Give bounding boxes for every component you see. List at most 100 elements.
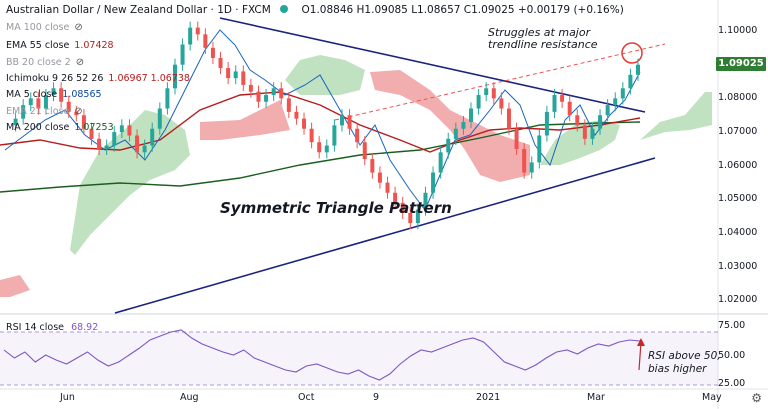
candle-body [74, 111, 79, 116]
candle-body [537, 135, 542, 163]
gear-icon[interactable]: ⚙ [751, 391, 762, 405]
candle-body [377, 172, 382, 183]
legend-item-value: 1.07428 [74, 40, 114, 51]
legend-item-5[interactable]: MA 5 close 1.08565 [6, 89, 102, 100]
candle-body [286, 98, 291, 112]
candle-body [453, 128, 458, 139]
candle-body [446, 138, 451, 153]
symbol-title[interactable]: Australian Dollar / New Zealand Dollar ·… [6, 4, 271, 16]
rsi-tick-label: 50.00 [718, 350, 746, 361]
candle-body [165, 88, 170, 109]
candle-body [233, 71, 238, 79]
legend-item-2[interactable]: EMA 55 close 1.07428 [6, 40, 114, 51]
candle-body [469, 108, 474, 122]
candle-body [628, 74, 633, 89]
candle-body [89, 128, 94, 139]
candle-body [332, 125, 337, 146]
legend-item-name: EMA 55 close [6, 40, 70, 51]
legend-item-1[interactable]: MA 100 close ⊘ [6, 22, 83, 33]
candle-body [127, 125, 132, 136]
candle-body [104, 145, 109, 149]
rsi-band-fill [0, 332, 718, 385]
price-tick-label: 1.08000 [718, 92, 758, 103]
candle-body [613, 98, 618, 106]
resistance-annotation-line2[interactable]: trendline resistance [488, 38, 598, 51]
candle-body [188, 27, 193, 45]
ichimoku-cloud-red [200, 100, 290, 140]
candle-body [59, 88, 64, 102]
candle-body [135, 135, 140, 153]
candle-body [636, 64, 640, 75]
candle-body [355, 128, 360, 143]
live-dot-icon [280, 5, 289, 13]
candle-body [567, 101, 572, 116]
candle-body [324, 145, 329, 153]
time-tick-label: Mar [587, 392, 605, 403]
candle-body [620, 88, 625, 99]
price-tick-label: 1.10000 [718, 25, 758, 36]
rsi-annotation-line2[interactable]: bias higher [648, 363, 707, 375]
legend-item-value: 1.08565 [62, 89, 102, 100]
candle-body [226, 68, 231, 79]
rsi-tick-label: 25.00 [718, 378, 746, 389]
legend-item-name: Ichimoku 9 26 52 26 [6, 73, 104, 84]
candle-body [248, 84, 253, 92]
legend-item-7[interactable]: MA 200 close 1.07253 [6, 122, 114, 133]
candle-body [423, 192, 428, 210]
rsi-annotation-line1[interactable]: RSI above 50, [648, 350, 721, 362]
candle-body [21, 105, 26, 119]
pattern-annotation[interactable]: Symmetric Triangle Pattern [220, 199, 452, 217]
ma200-line [0, 121, 641, 193]
candle-body [172, 64, 177, 89]
resistance-annotation-line1[interactable]: Struggles at major [488, 26, 591, 39]
candle-body [142, 145, 147, 153]
time-tick-label: May [702, 392, 722, 403]
candle-body [28, 98, 33, 106]
legend-item-value: 1.06967 1.06738 [108, 73, 190, 84]
candle-body [499, 98, 504, 109]
legend-item-6[interactable]: EMA 21 close ⊘ [6, 106, 83, 117]
candle-body [598, 115, 603, 129]
legend-item-name: MA 100 close [6, 22, 70, 33]
candle-body [81, 115, 86, 129]
candle-body [385, 182, 390, 193]
candle-body [112, 132, 117, 146]
candle-body [339, 115, 344, 126]
candle-body [370, 159, 375, 173]
time-tick-label: 2021 [476, 392, 501, 403]
candle-body [271, 88, 276, 96]
candle-body [241, 71, 246, 85]
candle-body [36, 98, 41, 109]
candle-body [491, 88, 496, 99]
candle-body [476, 95, 481, 109]
candle-body [264, 95, 269, 102]
eye-off-icon[interactable]: ⊘ [74, 22, 83, 33]
ichimoku-cloud-red [370, 70, 530, 182]
legend-item-3[interactable]: BB 20 close 2 ⊘ [6, 57, 84, 68]
candle-body [218, 57, 223, 69]
symbol-header: Australian Dollar / New Zealand Dollar ·… [6, 4, 624, 16]
candle-body [544, 111, 549, 136]
legend-item-4[interactable]: Ichimoku 9 26 52 26 1.06967 1.06738 [6, 73, 190, 84]
candle-body [605, 105, 610, 116]
eye-off-icon[interactable]: ⊘ [74, 106, 83, 117]
candle-body [575, 115, 580, 126]
candle-body [203, 34, 208, 48]
eye-off-icon[interactable]: ⊘ [75, 57, 85, 68]
candle-body [431, 172, 436, 193]
candle-body [150, 128, 155, 146]
candle-body [582, 125, 587, 139]
candle-body [256, 91, 261, 102]
ichimoku-cloud-green [70, 110, 190, 255]
candle-body [506, 108, 511, 129]
legend-item-name: EMA 21 close [6, 106, 70, 117]
candle-body [529, 162, 534, 173]
rsi-tick-label: 75.00 [718, 320, 746, 331]
candle-body [210, 47, 215, 58]
candle-body [400, 202, 405, 213]
candle-body [362, 142, 367, 160]
candle-body [438, 152, 443, 173]
candle-body [552, 95, 557, 112]
